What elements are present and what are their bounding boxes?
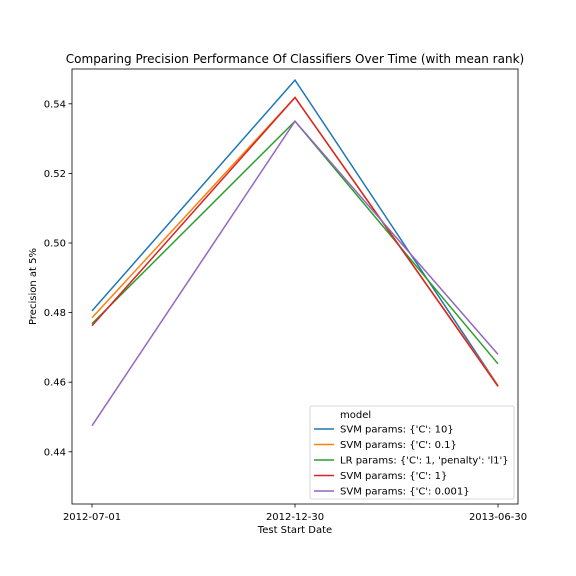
chart-title: Comparing Precision Performance Of Class… [66,52,524,66]
legend-title: model [340,410,371,421]
y-tick-label: 0.48 [44,308,66,319]
series-layer [91,78,499,427]
series-line-4 [91,96,499,387]
y-tick-label: 0.50 [44,239,66,250]
legend-label: LR params: {'C': 1, 'penalty': 'l1'} [340,456,509,467]
legend-label: SVM params: {'C': 10} [340,425,454,436]
x-axis-label: Test Start Date [257,525,332,536]
legend-label: SVM params: {'C': 0.001} [340,487,470,498]
legend-label: SVM params: {'C': 1} [340,471,447,482]
y-axis-label: Precision at 5% [28,248,39,325]
series-line-5 [91,119,499,427]
x-tick-label: 2013-06-30 [469,512,527,523]
x-axis-ticks: 2012-07-01 2012-12-30 2013-06-30 [63,504,527,523]
y-tick-label: 0.44 [44,447,66,458]
plot-area: 0.440.460.480.500.520.54 2012-07-01 2012-… [44,68,527,523]
legend: model SVM params: {'C': 10}SVM params: {… [309,405,515,500]
legend-label: SVM params: {'C': 0.1} [340,440,457,451]
x-tick-label: 2012-07-01 [63,512,121,523]
y-tick-label: 0.54 [44,99,66,110]
legend-box [309,405,515,500]
legend-items: SVM params: {'C': 10} SVM params: {'C': 0… [314,425,509,498]
y-tick-label: 0.52 [44,169,66,180]
y-axis-ticks: 0.44 0.46 0.48 0.50 0.52 0.54 [44,99,72,458]
y-tick-label: 0.46 [44,378,66,389]
x-tick-label: 2012-12-30 [266,512,324,523]
